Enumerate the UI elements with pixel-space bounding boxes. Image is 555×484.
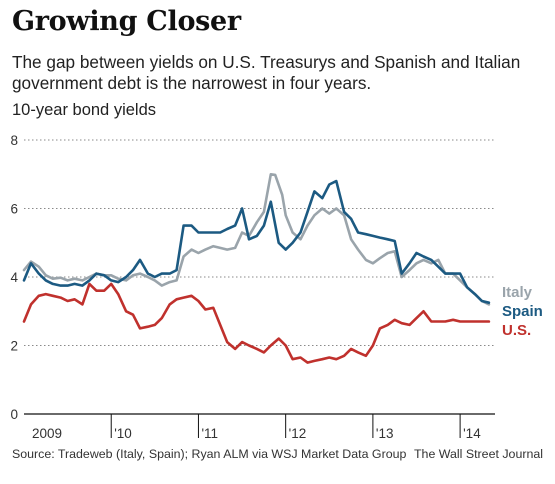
legend-label-us: U.S.	[502, 322, 531, 339]
series-lines	[22, 173, 491, 364]
y-tick-labels: 0 2 4 6 8	[10, 133, 18, 422]
x-axis: 2009 '10 '11 '12 '13 '14	[24, 413, 495, 441]
legend-label-italy: Italy	[502, 284, 533, 301]
y-tick-label-4: 4	[10, 270, 18, 285]
y-tick-label-0: 0	[10, 407, 18, 422]
source-note: Source: Tradeweb (Italy, Spain); Ryan AL…	[12, 447, 407, 461]
y-tick-label-2: 2	[10, 339, 18, 354]
publisher-credit: The Wall Street Journal	[413, 447, 543, 461]
chart-subtitle: The gap between yields on U.S. Treasurys…	[12, 52, 521, 93]
legend: Italy Spain U.S.	[502, 284, 543, 339]
x-tick-label-12: '12	[289, 426, 307, 441]
y-tick-label-6: 6	[10, 202, 18, 217]
legend-label-spain: Spain	[502, 303, 543, 320]
x-tick-label-13: '13	[376, 426, 394, 441]
y-axis-unit-label: 10-year bond yields	[12, 101, 157, 119]
series-line-spain	[22, 179, 491, 304]
gridlines	[24, 139, 495, 346]
y-tick-label-8: 8	[10, 133, 18, 148]
x-tick-label-10: '10	[114, 426, 132, 441]
x-tick-label-14: '14	[463, 426, 481, 441]
series-line-italy	[22, 173, 491, 306]
x-tick-label-2009: 2009	[32, 426, 62, 441]
chart-title: Growing Closer	[12, 6, 241, 37]
x-tick-label-11: '11	[201, 426, 218, 441]
series-line-us	[22, 282, 491, 364]
